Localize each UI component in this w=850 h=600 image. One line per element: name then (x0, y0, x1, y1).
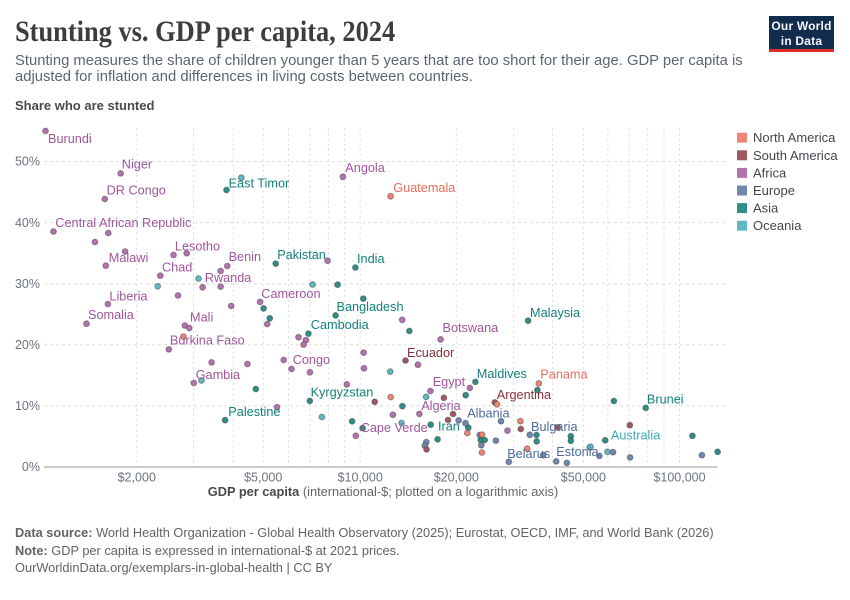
svg-text:Cape Verde: Cape Verde (361, 421, 428, 435)
svg-text:50%: 50% (15, 155, 40, 169)
svg-text:Cameroon: Cameroon (261, 287, 320, 301)
svg-text:Albania: Albania (467, 406, 510, 420)
svg-text:$50,000: $50,000 (561, 471, 606, 485)
svg-text:Rwanda: Rwanda (205, 271, 252, 285)
svg-text:GDP per capita (international-: GDP per capita (international-$; plotted… (208, 484, 558, 499)
svg-text:$2,000: $2,000 (118, 471, 156, 485)
svg-text:$20,000: $20,000 (434, 471, 479, 485)
svg-text:Oceania: Oceania (753, 218, 802, 233)
svg-text:Iran: Iran (438, 420, 460, 434)
svg-text:20%: 20% (15, 338, 40, 352)
svg-text:40%: 40% (15, 216, 40, 230)
svg-text:Australia: Australia (611, 429, 661, 443)
svg-text:Angola: Angola (345, 161, 385, 175)
svg-text:South America: South America (753, 148, 838, 163)
svg-text:Congo: Congo (293, 353, 330, 367)
svg-text:$100,000: $100,000 (653, 471, 705, 485)
svg-text:Liberia: Liberia (109, 290, 148, 304)
svg-text:Europe: Europe (753, 183, 795, 198)
svg-text:Palestine: Palestine (228, 405, 280, 419)
svg-text:North America: North America (753, 130, 836, 145)
svg-text:Chad: Chad (162, 261, 192, 275)
svg-text:Panama: Panama (540, 368, 588, 382)
svg-text:Belarus: Belarus (507, 447, 550, 461)
svg-text:Somalia: Somalia (88, 308, 135, 322)
svg-text:Gambia: Gambia (196, 368, 241, 382)
svg-text:Argentina: Argentina (497, 388, 552, 402)
svg-text:India: India (357, 252, 385, 266)
svg-text:Lesotho: Lesotho (175, 240, 220, 254)
svg-text:Guatemala: Guatemala (393, 181, 456, 195)
svg-text:30%: 30% (15, 277, 40, 291)
svg-text:Pakistan: Pakistan (277, 248, 326, 262)
svg-text:$10,000: $10,000 (338, 471, 383, 485)
svg-text:Egypt: Egypt (433, 375, 466, 389)
svg-text:Kyrgyzstan: Kyrgyzstan (311, 386, 374, 400)
svg-text:East Timor: East Timor (229, 177, 290, 191)
svg-text:Africa: Africa (753, 165, 787, 180)
svg-text:$5,000: $5,000 (244, 471, 282, 485)
svg-text:Burundi: Burundi (48, 132, 92, 146)
svg-text:Bulgaria: Bulgaria (531, 420, 578, 434)
svg-text:Burkina Faso: Burkina Faso (170, 334, 245, 348)
svg-text:Estonia: Estonia (556, 445, 599, 459)
svg-text:Asia: Asia (753, 201, 779, 216)
svg-text:0%: 0% (22, 460, 40, 474)
svg-text:Cambodia: Cambodia (311, 318, 370, 332)
svg-text:Ecuador: Ecuador (407, 346, 455, 360)
svg-text:Brunei: Brunei (647, 393, 684, 407)
svg-text:Niger: Niger (122, 158, 153, 172)
svg-text:Bangladesh: Bangladesh (337, 300, 404, 314)
svg-text:Central African Republic: Central African Republic (55, 216, 192, 230)
svg-text:Malawi: Malawi (109, 251, 148, 265)
svg-text:Maldives: Maldives (477, 367, 527, 381)
svg-text:Botswana: Botswana (443, 321, 500, 335)
svg-text:Algeria: Algeria (421, 399, 461, 413)
svg-text:Benin: Benin (229, 250, 261, 264)
svg-text:10%: 10% (15, 399, 40, 413)
svg-text:Mali: Mali (190, 311, 213, 325)
svg-text:Malaysia: Malaysia (530, 306, 581, 320)
svg-text:DR Congo: DR Congo (107, 184, 166, 198)
